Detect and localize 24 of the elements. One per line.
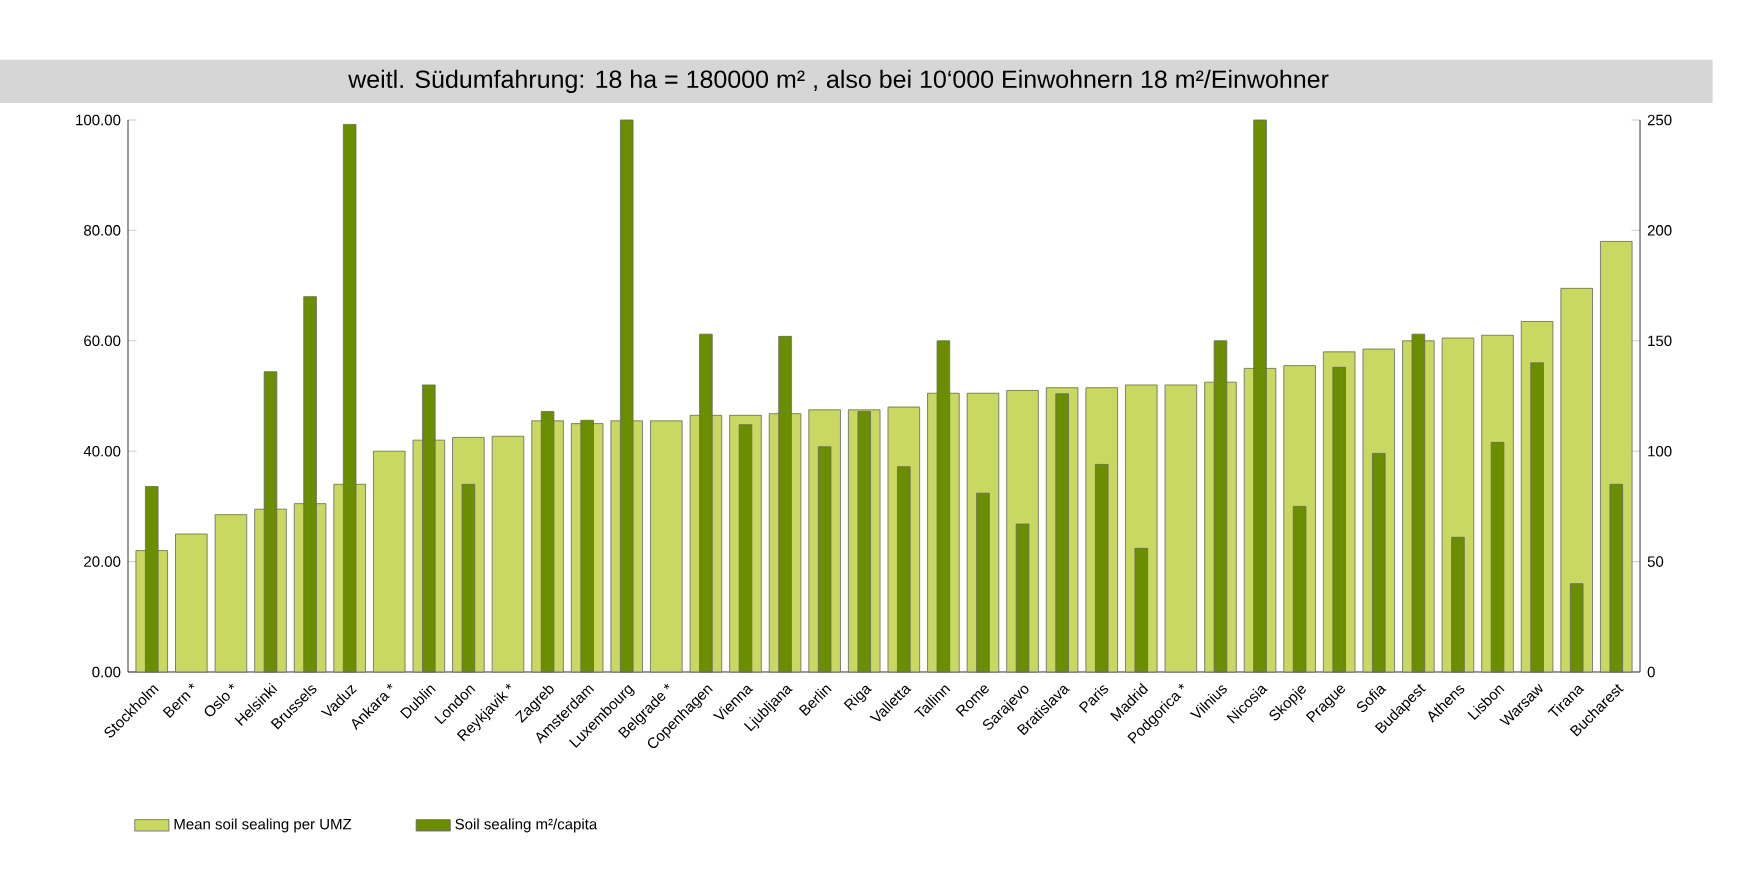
legend-label: Mean soil sealing per UMZ [174,818,352,833]
y-tick-label: 40.00 [83,445,121,457]
bar [1164,384,1198,673]
bar [373,450,406,673]
y-tick-label: 80.00 [84,225,121,236]
bar [214,514,248,673]
x-tick-label: Riga [843,685,872,711]
text: weitl. Südumfahrung: 18 ha = 180000 m² , also bei 10‘000 Einwohnern 18 m²/Einwohner [348,69,1329,94]
y2-tick-label: 150 [1648,335,1672,347]
y-tick-label: 60.00 [84,335,121,347]
y-tick-label: 100.00 [76,114,121,126]
y2-tick-label: 50 [1647,556,1664,567]
bar [491,435,525,673]
legend-label: Soil sealing m²/capita [455,818,598,833]
bar [175,533,208,673]
bar [1560,287,1593,673]
y-tick-label: 20.00 [84,556,121,567]
x-tick-label: Oslo * [204,683,234,717]
y2-tick-label: 100 [1648,445,1672,457]
y2-tick-label: 200 [1647,225,1672,236]
y2-tick-label: 250 [1647,114,1672,126]
y-tick-label: 0.00 [92,666,121,678]
y2-tick-label: 0 [1647,666,1655,678]
bar [650,420,683,673]
